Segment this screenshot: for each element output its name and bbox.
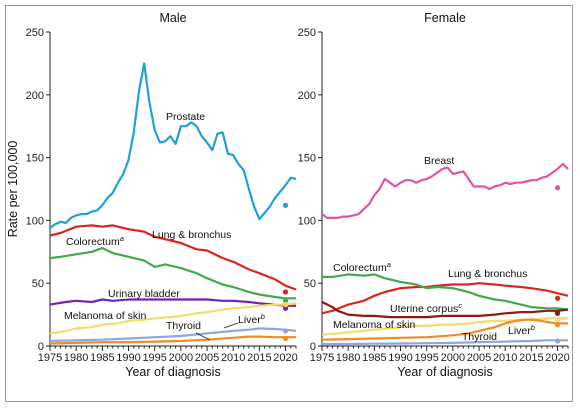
- female-thyroid-2020-point: [554, 322, 561, 328]
- male-x-tick-label: 1985: [90, 352, 114, 364]
- male-y-tick-label: 0: [38, 341, 44, 353]
- male-x-axis-title: Year of diagnosis: [125, 365, 220, 379]
- male-y-tick-label: 250: [26, 27, 44, 39]
- male-y-tick-label: 50: [32, 278, 44, 290]
- male-thyroid-2020-point: [282, 335, 289, 342]
- female-liver-footnote-mark: b: [531, 323, 535, 332]
- male-colorectum-footnote-mark: a: [120, 234, 124, 243]
- male-urinary-bladder-line: [49, 298, 296, 307]
- female-x-tick-label: 2010: [493, 352, 517, 364]
- female-x-tick-label: 1975: [310, 352, 334, 364]
- female-colorectum-label: Colorectuma: [333, 260, 391, 274]
- female-melanoma-of-skin-2020-point: [554, 317, 561, 323]
- male-prostate-line: [49, 62, 297, 229]
- male-x-tick-label: 2020: [273, 352, 297, 364]
- male-panel-title: Male: [159, 11, 186, 25]
- female-x-tick-label: 2005: [467, 352, 491, 364]
- female-x-tick-label: 2000: [441, 352, 465, 364]
- male-x-tick-label: 1995: [142, 352, 166, 364]
- female-uterine-corpus-label: Uterine corpusc: [390, 301, 462, 315]
- female-x-tick-label: 2020: [545, 352, 569, 364]
- male-label-leader-line: [195, 332, 211, 341]
- male-lung-bronchus-line: [49, 224, 297, 291]
- male-melanoma-of-skin-2020-point: [282, 301, 289, 308]
- female-liver-line: [321, 339, 568, 346]
- female-uterine-corpus-2020-point: [554, 310, 561, 316]
- male-thyroid-line: [49, 335, 296, 345]
- male-x-tick-label: 1975: [38, 352, 62, 364]
- female-lung-bronchus-2020-point: [554, 295, 561, 301]
- male-liver-2020-point: [282, 328, 289, 334]
- male-thyroid-label: Thyroid: [166, 320, 201, 332]
- male-label-leader-line: [223, 322, 239, 329]
- male-prostate-2020-point: [282, 202, 289, 208]
- male-x-tick-label: 2010: [221, 352, 245, 364]
- male-lung-bronchus-label: Lung & bronchus: [152, 229, 231, 241]
- female-uterine-corpus-footnote-mark: c: [458, 301, 462, 310]
- female-colorectum-footnote-mark: a: [387, 260, 391, 269]
- male-x-tick-label: 1980: [64, 352, 88, 364]
- male-x-tick-label: 2000: [169, 352, 193, 364]
- female-thyroid-label: Thyroid: [462, 331, 497, 343]
- male-y-tick-label: 100: [26, 215, 44, 227]
- male-colorectum-line: [49, 246, 296, 300]
- female-lung-bronchus-line: [321, 282, 569, 315]
- female-colorectum-line: [322, 273, 569, 311]
- male-colorectum-2020-point: [282, 298, 289, 304]
- female-x-tick-label: 1990: [388, 352, 412, 364]
- male-y-tick-label: 200: [26, 90, 44, 102]
- male-lung-bronchus-2020-point: [282, 289, 289, 295]
- male-melanoma-of-skin-label: Melanoma of skin: [64, 310, 146, 322]
- female-y-tick-label: 200: [298, 90, 316, 102]
- male-melanoma-of-skin-line: [49, 302, 297, 335]
- female-uterine-corpus-line: [321, 301, 569, 319]
- female-x-tick-label: 1995: [414, 352, 438, 364]
- female-panel-title: Female: [424, 11, 466, 25]
- male-colorectum-label: Colorectuma: [66, 234, 124, 248]
- male-prostate-label: Prostate: [166, 111, 205, 123]
- female-y-tick-label: 0: [310, 341, 316, 353]
- female-y-tick-label: 50: [304, 278, 316, 290]
- female-lung-bronchus-label: Lung & bronchus: [448, 268, 527, 280]
- female-melanoma-of-skin-label: Melanoma of skin: [333, 319, 415, 331]
- male-y-axis-title: Rate per 100,000: [6, 141, 20, 238]
- female-y-tick-label: 100: [298, 215, 316, 227]
- male-liver-line: [49, 327, 297, 343]
- male-urinary-bladder-2020-point: [282, 305, 289, 311]
- figure-frame: [5, 5, 573, 402]
- male-liver-footnote-mark: b: [261, 312, 265, 321]
- male-y-tick-label: 150: [26, 153, 44, 165]
- male-liver-label: Liverb: [238, 312, 265, 326]
- female-x-axis-title: Year of diagnosis: [397, 365, 492, 379]
- male-urinary-bladder-label: Urinary bladder: [108, 288, 180, 300]
- female-panel: Female 0 50 100 150 200 250 1975 1980 1985 1990 199…: [298, 11, 570, 379]
- female-y-tick-label: 150: [298, 153, 316, 165]
- female-x-tick-label: 1980: [336, 352, 360, 364]
- male-x-tick-label: 1990: [116, 352, 140, 364]
- female-thyroid-line: [321, 318, 568, 341]
- female-breast-2020-point: [554, 185, 561, 191]
- male-x-tick-label: 2005: [195, 352, 219, 364]
- female-breast-label: Breast: [424, 155, 454, 167]
- male-x-tick-label: 2015: [247, 352, 271, 364]
- female-liver-2020-point: [554, 338, 561, 344]
- female-y-tick-label: 250: [298, 27, 316, 39]
- female-x-tick-label: 1985: [362, 352, 386, 364]
- female-breast-line: [321, 162, 569, 219]
- female-liver-label: Liverb: [508, 323, 535, 337]
- female-x-tick-label: 2015: [519, 352, 543, 364]
